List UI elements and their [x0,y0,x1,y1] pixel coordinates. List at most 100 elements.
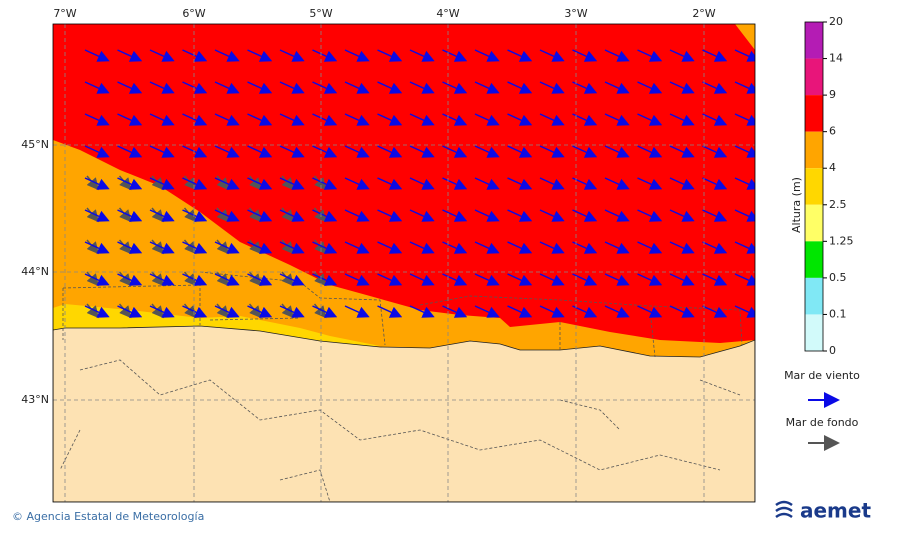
map-frame [52,23,756,503]
wind-arrow [734,145,755,158]
wind-arrow [637,177,663,190]
wind-arrow [442,49,468,62]
wind-arrow [214,49,240,62]
wind-arrow [669,113,695,126]
wind-arrow [377,49,403,62]
colorbar-segment [805,22,823,59]
wind-arrow [344,49,370,62]
wind-arrow [474,145,500,158]
sea-red [53,24,755,343]
wind-arrow [117,145,143,158]
wind-arrow [734,209,755,222]
colorbar-tick-label: 4 [829,161,836,174]
wind-arrow [149,177,175,190]
wind-arrow [507,241,533,254]
wind-arrow [312,49,338,62]
wind-arrow [84,145,110,158]
colorbar-tick-label: 6 [829,125,836,138]
wind-arrow [214,209,240,222]
wind-arrow [507,177,533,190]
logo-text: aemet [800,499,871,523]
wind-arrow [182,177,208,190]
lat-label: 45°N [21,138,49,151]
colorbar-tick-label: 1.25 [829,234,854,247]
colorbar-tick-label: 2.5 [829,198,847,211]
wind-arrow [539,113,565,126]
wind-arrow [572,145,598,158]
wind-arrow [442,305,468,318]
wind-arrow [669,209,695,222]
wind-arrow [84,49,110,62]
wind-arrow [669,305,695,318]
wind-arrow [702,273,728,286]
wind-arrow [507,305,533,318]
wind-arrow [409,81,435,94]
map [53,24,755,502]
wind-arrow [149,49,175,62]
wind-arrow [474,241,500,254]
wind-arrow [247,209,273,222]
wind-arrow [247,145,273,158]
wind-arrow [604,241,630,254]
wind-arrow [442,241,468,254]
colorbar-segment [805,314,823,351]
wind-arrow [442,209,468,222]
wind-arrow [702,305,728,318]
wind-arrow [409,305,435,318]
wind-arrow [117,305,143,318]
wind-arrow [117,241,143,254]
wind-arrow [409,273,435,286]
wind-arrow [604,177,630,190]
wind-arrow [734,305,755,318]
wind-arrow [409,209,435,222]
wind-arrow [637,145,663,158]
wind-arrow [279,241,305,254]
lat-label: 44°N [21,265,49,278]
wind-arrow [474,305,500,318]
wind-arrow [247,113,273,126]
wind-arrow [149,145,175,158]
wind-arrow [377,241,403,254]
wind-arrow [702,113,728,126]
wind-arrow [637,241,663,254]
wind-arrow [312,209,338,222]
wind-arrow [637,81,663,94]
wind-arrow [279,273,305,286]
wind-arrow [474,177,500,190]
colorbar-tick-label: 9 [829,88,836,101]
colorbar-segment [805,58,823,96]
wind-arrow [247,273,273,286]
colorbar-frame [804,21,824,352]
wind-arrow [247,305,273,318]
colorbar-tick-label: 14 [829,52,843,65]
wind-arrow [409,113,435,126]
wind-arrow [149,113,175,126]
colorbar-tick-label: 20 [829,15,843,28]
wind-arrow [344,241,370,254]
wind-arrow [572,49,598,62]
wind-arrow [377,177,403,190]
wind-arrow [84,305,110,318]
wind-arrow [84,81,110,94]
wind-arrow [377,145,403,158]
wind-arrow [377,305,403,318]
wind-arrow [214,177,240,190]
wind-arrow [442,145,468,158]
wind-arrow [409,177,435,190]
wind-arrow [312,273,338,286]
wind-arrow [182,273,208,286]
wind-arrow [344,273,370,286]
wind-arrow [539,49,565,62]
wind-arrow [182,209,208,222]
wind-arrow [117,273,143,286]
colorbar-tick-label: 0.5 [829,271,847,284]
wind-arrow [474,209,500,222]
wind-arrow [702,209,728,222]
wind-arrow [279,177,305,190]
wind-arrow [539,209,565,222]
wind-arrow [279,305,305,318]
wind-arrow [247,81,273,94]
wind-arrow [84,209,110,222]
colorbar-title: Altura (m) [790,177,803,233]
wind-arrow [344,81,370,94]
